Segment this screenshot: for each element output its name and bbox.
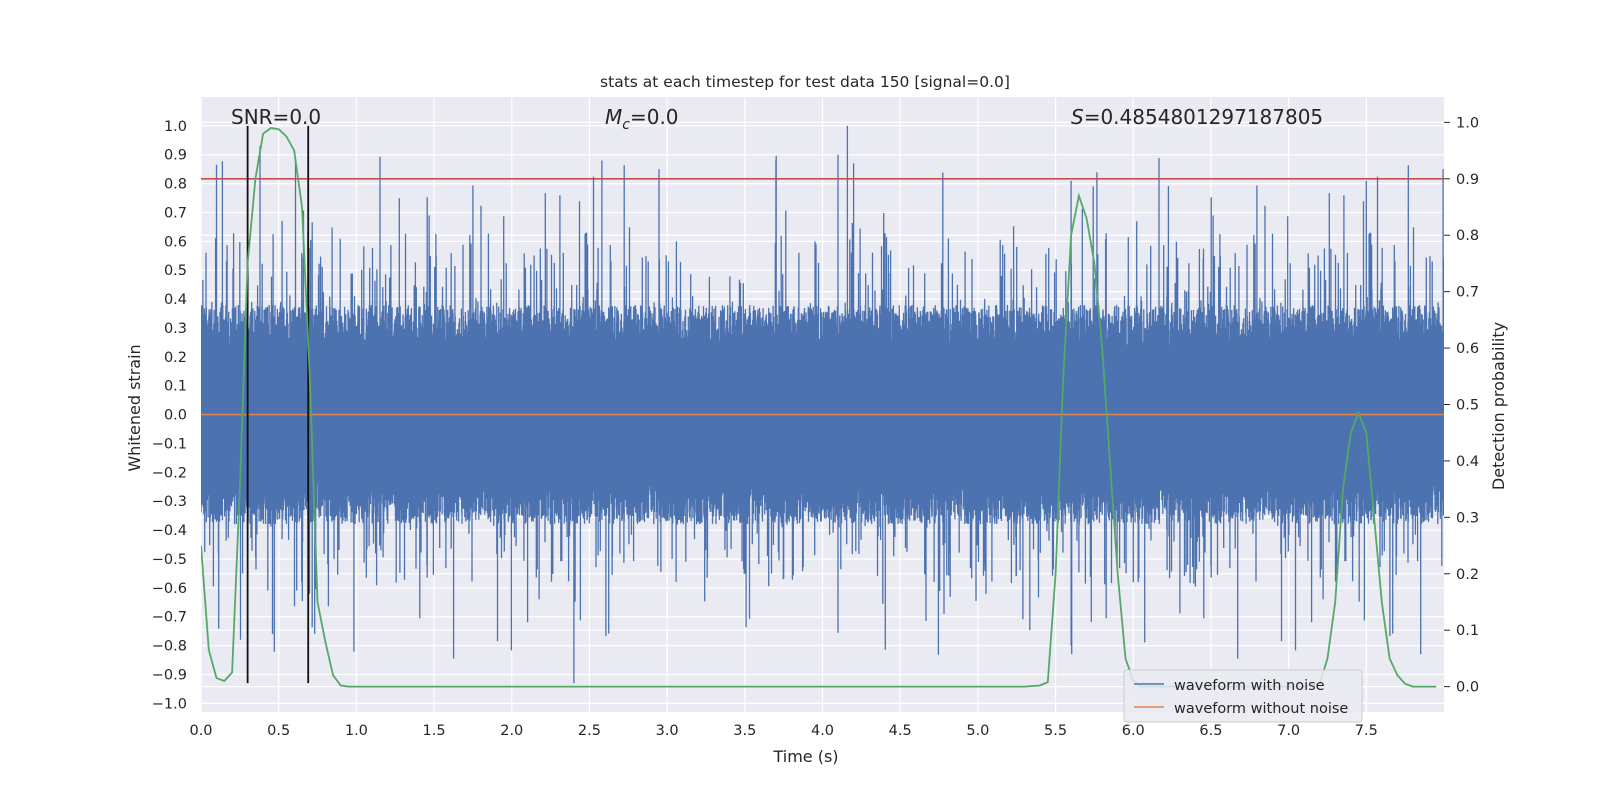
y-tick-label: −0.4 [152,523,187,539]
x-tick-label: 3.5 [733,723,756,739]
mc-annotation: Mc=0.0 [605,105,679,133]
y-axis-label: Whitened strain [125,344,144,471]
y2-tick-label: 0.4 [1456,454,1479,470]
y-tick-label: 0.8 [164,177,187,193]
y2-axis-ticks: 1.0 0.9 0.8 0.7 0.6 0.5 0.4 0.3 0.2 0.1 0.0 [1444,115,1479,696]
detection-probability-line [201,127,1437,688]
y-tick-label: −0.1 [152,436,187,452]
x-tick-label: 7.0 [1277,723,1300,739]
y-tick-label: 0.6 [164,234,187,250]
y2-tick-label: 0.2 [1456,567,1479,583]
chart-title: stats at each timestep for test data 150… [600,73,1010,91]
y-tick-label: −0.6 [152,581,187,597]
x-tick-label: 2.0 [500,723,523,739]
y2-tick-label: 0.9 [1456,172,1479,188]
y-tick-label: −0.3 [152,494,187,510]
x-tick-label: 2.5 [578,723,601,739]
x-tick-label: 5.5 [1044,723,1067,739]
y-tick-label: −0.2 [152,465,187,481]
series-lines [201,125,1444,688]
series-waveform-with-noise [201,125,1444,684]
x-axis-label: Time (s) [772,747,838,766]
noise-waveform-path [201,125,1444,684]
y-tick-label: 0.0 [164,408,187,424]
x-tick-label: 6.5 [1199,723,1222,739]
y-tick-label: −0.8 [152,639,187,655]
y2-tick-label: 0.5 [1456,398,1479,414]
y2-tick-label: 1.0 [1456,115,1479,131]
y-axis-ticks: 1.0 0.9 0.8 0.7 0.6 0.5 0.4 0.3 0.2 0.1 0.0 −0.1 −0.… [152,119,187,712]
x-tick-label: 0.0 [189,723,212,739]
y-tick-label: −0.5 [152,552,187,568]
y-tick-label: 1.0 [164,119,187,135]
legend-label-noise: waveform with noise [1174,678,1325,694]
y2-tick-label: 0.3 [1456,510,1479,526]
legend: waveform with noise waveform without noi… [1123,669,1363,723]
y2-tick-label: 0.1 [1456,623,1479,639]
x-tick-label: 4.5 [889,723,912,739]
x-tick-label: 7.5 [1355,723,1378,739]
x-axis-ticks: 0.0 0.5 1.0 1.5 2.0 2.5 3.0 3.5 4.0 4.5 5.0 5.5 6.0 6… [189,723,1377,739]
y-tick-label: 0.5 [164,263,187,279]
y-tick-label: 0.2 [164,350,187,366]
y-tick-label: −0.7 [152,610,187,626]
y2-axis-label: Detection probability [1489,322,1508,490]
y-tick-label: 0.4 [164,292,187,308]
x-tick-label: 1.0 [345,723,368,739]
x-tick-label: 5.0 [966,723,989,739]
y-tick-label: −0.9 [152,667,187,683]
legend-box [1123,669,1363,723]
y-tick-label: 0.9 [164,148,187,164]
y-tick-label: 0.3 [164,321,187,337]
y-tick-label: 0.1 [164,379,187,395]
x-tick-label: 6.0 [1122,723,1145,739]
x-tick-label: 4.0 [811,723,834,739]
y-tick-label: −1.0 [152,696,187,712]
x-tick-label: 3.0 [656,723,679,739]
s-annotation: S=0.4854801297187805 [1071,105,1323,129]
y2-tick-label: 0.6 [1456,341,1479,357]
legend-label-clean: waveform without noise [1174,701,1348,717]
snr-annotation: SNR=0.0 [231,105,321,129]
y-tick-label: 0.7 [164,205,187,221]
x-tick-label: 1.5 [423,723,446,739]
y2-tick-label: 0.0 [1456,680,1479,696]
y2-tick-label: 0.8 [1456,228,1479,244]
x-tick-label: 0.5 [267,723,290,739]
y2-tick-label: 0.7 [1456,285,1479,301]
